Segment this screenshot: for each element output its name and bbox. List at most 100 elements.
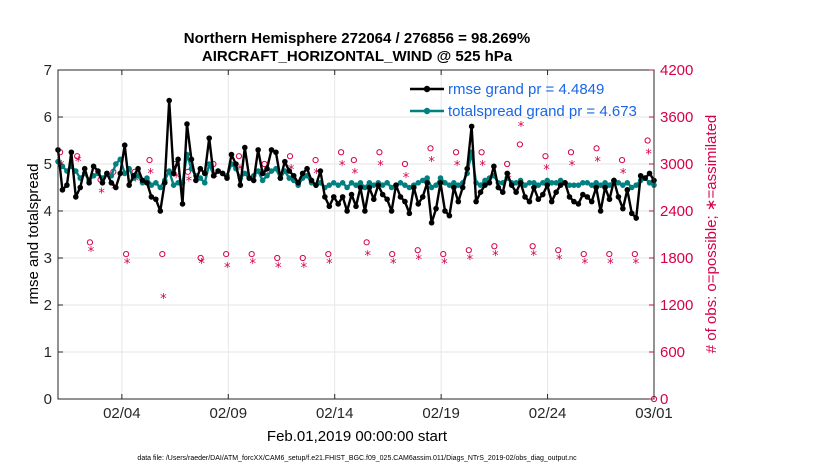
right-y-tick-label: 1200	[660, 297, 693, 314]
rmse-point	[268, 147, 275, 153]
rmse-point	[313, 182, 319, 188]
rmse-point	[615, 194, 622, 200]
rmse-point	[210, 172, 217, 179]
obs-assimilated-point: *	[224, 261, 231, 276]
rmse-point	[628, 210, 635, 217]
legend: rmse grand pr = 4.4849 totalspread grand…	[410, 81, 637, 120]
rmse-point	[130, 172, 137, 179]
right-y-tick-label: 3000	[660, 156, 693, 173]
totalspread-point	[455, 182, 462, 188]
obs-assimilated-point: *	[454, 159, 461, 174]
totalspread-point	[402, 182, 408, 188]
obs-possible-point	[389, 250, 396, 258]
rmse-point	[135, 165, 141, 172]
obs-assimilated-point: *	[326, 257, 333, 272]
left-y-tick-label: 7	[44, 62, 52, 79]
left-y-tick-label: 0	[44, 391, 52, 408]
right-y-tick-label: 0	[660, 391, 668, 408]
rmse-point	[455, 198, 462, 205]
rmse-point	[379, 191, 386, 198]
obs-possible-point	[529, 243, 536, 250]
legend-rmse-marker	[423, 85, 431, 93]
totalspread-point	[553, 180, 559, 186]
chart-title-line1: Northern Hemisphere 272064 / 276856 = 98…	[184, 30, 530, 47]
totalspread-point	[513, 180, 519, 186]
totalspread-point	[615, 180, 622, 186]
obs-assimilated-point: *	[160, 292, 167, 307]
totalspread-point	[584, 180, 591, 186]
obs-assimilated-point: *	[492, 249, 499, 264]
totalspread-point	[344, 184, 350, 191]
totalspread-point	[437, 175, 444, 181]
obs-possible-point	[440, 250, 447, 258]
rmse-point	[477, 189, 484, 195]
rmse-point	[553, 189, 559, 195]
rmse-point	[388, 208, 395, 214]
obs-possible-point	[197, 254, 204, 262]
rmse-point	[393, 182, 399, 188]
totalspread-point	[330, 180, 337, 186]
rmse-point	[442, 208, 448, 214]
rmse-point	[273, 149, 279, 156]
totalspread-point	[477, 182, 484, 188]
rmse-point	[451, 184, 457, 191]
totalspread-point	[113, 161, 119, 167]
obs-assimilated-point: *	[582, 257, 589, 272]
totalspread-point	[588, 182, 595, 188]
rmse-point	[353, 203, 359, 210]
left-y-tick-label: 3	[44, 250, 52, 267]
rmse-point	[161, 180, 168, 186]
rmse-point	[522, 194, 528, 200]
totalspread-point	[348, 180, 355, 186]
rmse-point	[166, 97, 172, 104]
rmse-point	[219, 170, 226, 177]
obs-possible-point	[606, 250, 613, 258]
rmse-point	[602, 184, 608, 191]
totalspread-point	[419, 177, 426, 184]
obs-assimilated-point: *	[198, 257, 205, 272]
rmse-point	[397, 194, 404, 200]
totalspread-point	[339, 180, 346, 186]
rmse-point	[224, 175, 230, 181]
rmse-point	[255, 147, 261, 153]
rmse-point	[237, 182, 244, 188]
obs-assimilated-point: *	[377, 159, 384, 174]
rmse-point	[411, 184, 417, 191]
obs-possible-point	[567, 149, 575, 156]
right-y-tick-label: 2400	[660, 203, 693, 220]
totalspread-point	[362, 184, 368, 191]
left-y-tick-label: 6	[44, 109, 52, 126]
rmse-point	[580, 191, 586, 198]
obs-possible-point	[631, 250, 638, 258]
rmse-point	[233, 161, 239, 167]
obs-assimilated-point: *	[479, 159, 486, 174]
rmse-point	[633, 215, 640, 221]
rmse-point	[308, 177, 315, 184]
rmse-point	[357, 184, 364, 191]
rmse-point	[642, 175, 648, 181]
totalspread-point	[606, 182, 613, 188]
right-y-axis-label: # of obs: o=possible; ∗=assimilated	[703, 115, 720, 354]
rmse-point	[330, 194, 337, 200]
obs-possible-point	[299, 254, 306, 262]
rmse-point	[290, 172, 297, 179]
obs-assimilated-point: *	[339, 159, 346, 174]
obs-assimilated-point: *	[124, 257, 131, 272]
right-y-tick-label: 4200	[660, 62, 693, 79]
rmse-point	[637, 172, 644, 179]
rmse-point	[117, 170, 124, 177]
left-y-tick-label: 4	[44, 203, 52, 220]
right-y-axis-ticks: 0 600 1200 1800 2400 3000 3600 4200	[649, 62, 693, 408]
rmse-point	[339, 194, 346, 200]
rmse-point	[588, 198, 595, 205]
rmse-point	[548, 198, 555, 205]
obs-assimilated-point: *	[301, 261, 308, 276]
right-y-tick-label: 1800	[660, 250, 693, 267]
rmse-point	[99, 180, 106, 186]
rmse-point	[482, 182, 488, 188]
x-tick-label: 02/19	[422, 405, 460, 422]
obs-assimilated-point: *	[428, 155, 435, 170]
rmse-point	[197, 165, 204, 172]
totalspread-point	[620, 182, 626, 188]
rmse-point	[584, 194, 591, 200]
